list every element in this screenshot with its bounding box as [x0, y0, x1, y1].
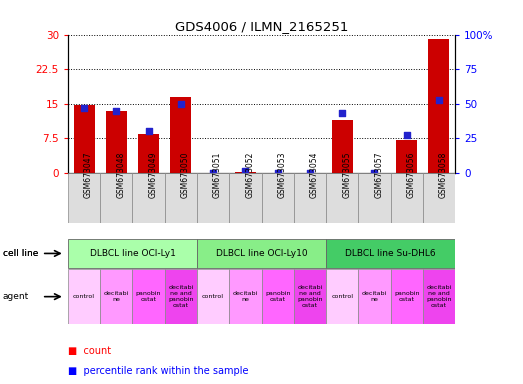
FancyBboxPatch shape — [132, 173, 165, 223]
Bar — [138, 134, 159, 173]
Text: cell line: cell line — [3, 249, 38, 258]
FancyBboxPatch shape — [262, 173, 294, 223]
FancyBboxPatch shape — [229, 269, 262, 324]
Text: control: control — [331, 294, 353, 299]
FancyBboxPatch shape — [294, 269, 326, 324]
Text: decitabi
ne and
panobin
ostat: decitabi ne and panobin ostat — [297, 285, 323, 308]
Text: GSM673056: GSM673056 — [407, 151, 416, 198]
Text: ■  count: ■ count — [68, 346, 111, 356]
Text: panobin
ostat: panobin ostat — [136, 291, 162, 302]
FancyBboxPatch shape — [197, 239, 326, 268]
FancyBboxPatch shape — [358, 269, 391, 324]
Text: ■  percentile rank within the sample: ■ percentile rank within the sample — [68, 366, 248, 376]
Text: cell line: cell line — [3, 249, 38, 258]
Bar — [170, 97, 191, 173]
FancyBboxPatch shape — [165, 173, 197, 223]
Point — [112, 108, 120, 114]
FancyBboxPatch shape — [197, 173, 229, 223]
Point — [241, 168, 249, 174]
Text: decitabi
ne: decitabi ne — [233, 291, 258, 302]
FancyBboxPatch shape — [294, 173, 326, 223]
FancyBboxPatch shape — [229, 173, 262, 223]
FancyBboxPatch shape — [391, 269, 423, 324]
Title: GDS4006 / ILMN_2165251: GDS4006 / ILMN_2165251 — [175, 20, 348, 33]
Bar — [428, 39, 449, 173]
FancyBboxPatch shape — [423, 173, 455, 223]
Text: decitabi
ne: decitabi ne — [362, 291, 387, 302]
FancyBboxPatch shape — [132, 269, 165, 324]
Text: DLBCL line Su-DHL6: DLBCL line Su-DHL6 — [345, 249, 436, 258]
Text: GSM673048: GSM673048 — [116, 151, 126, 198]
Text: decitabi
ne and
panobin
ostat: decitabi ne and panobin ostat — [426, 285, 452, 308]
Point — [403, 132, 411, 139]
Bar — [235, 172, 256, 173]
Text: control: control — [73, 294, 95, 299]
Text: control: control — [202, 294, 224, 299]
Bar — [396, 140, 417, 173]
Text: GSM673051: GSM673051 — [213, 151, 222, 198]
FancyBboxPatch shape — [358, 173, 391, 223]
FancyBboxPatch shape — [262, 269, 294, 324]
Text: GSM673058: GSM673058 — [439, 151, 448, 198]
Point — [80, 105, 88, 111]
Text: GSM673053: GSM673053 — [278, 151, 287, 198]
Point — [209, 170, 218, 176]
Bar — [332, 120, 353, 173]
Bar — [74, 104, 95, 173]
Text: DLBCL line OCI-Ly1: DLBCL line OCI-Ly1 — [89, 249, 175, 258]
Text: GSM673049: GSM673049 — [149, 151, 157, 198]
Text: GSM673047: GSM673047 — [84, 151, 93, 198]
Bar — [106, 111, 127, 173]
Text: GSM673054: GSM673054 — [310, 151, 319, 198]
Text: agent: agent — [3, 292, 29, 301]
FancyBboxPatch shape — [68, 269, 100, 324]
FancyBboxPatch shape — [326, 239, 455, 268]
Point — [144, 128, 153, 134]
Text: decitabi
ne: decitabi ne — [104, 291, 129, 302]
Text: panobin
ostat: panobin ostat — [265, 291, 290, 302]
Point — [435, 96, 443, 103]
FancyBboxPatch shape — [100, 269, 132, 324]
Text: panobin
ostat: panobin ostat — [394, 291, 419, 302]
FancyBboxPatch shape — [68, 173, 100, 223]
FancyBboxPatch shape — [326, 269, 358, 324]
Text: GSM673057: GSM673057 — [374, 151, 383, 198]
Text: GSM673055: GSM673055 — [342, 151, 351, 198]
Point — [370, 170, 379, 176]
Point — [305, 170, 314, 176]
FancyBboxPatch shape — [391, 173, 423, 223]
FancyBboxPatch shape — [165, 269, 197, 324]
FancyBboxPatch shape — [423, 269, 455, 324]
Text: GSM673050: GSM673050 — [181, 151, 190, 198]
Point — [338, 110, 346, 116]
Text: GSM673052: GSM673052 — [245, 151, 254, 198]
FancyBboxPatch shape — [326, 173, 358, 223]
Text: decitabi
ne and
panobin
ostat: decitabi ne and panobin ostat — [168, 285, 194, 308]
Point — [177, 101, 185, 107]
FancyBboxPatch shape — [100, 173, 132, 223]
FancyBboxPatch shape — [197, 269, 229, 324]
Text: DLBCL line OCI-Ly10: DLBCL line OCI-Ly10 — [215, 249, 308, 258]
Point — [274, 170, 282, 176]
FancyBboxPatch shape — [68, 239, 197, 268]
